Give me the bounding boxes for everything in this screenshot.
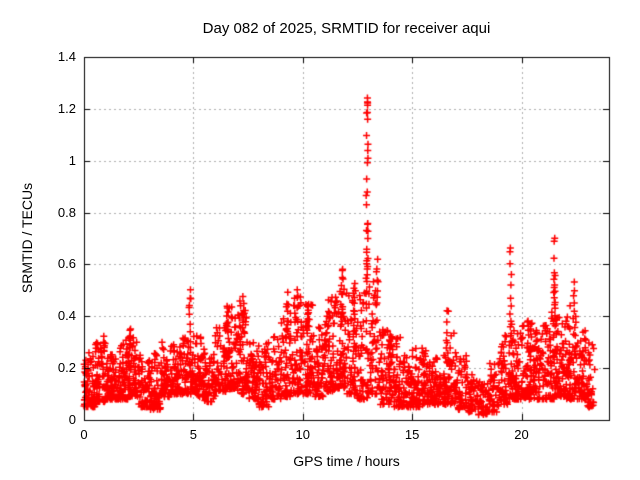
x-tick-label: 10 bbox=[295, 427, 310, 442]
x-axis-label: GPS time / hours bbox=[293, 453, 400, 469]
y-tick-label: 0.6 bbox=[57, 256, 76, 272]
y-tick-label: 0.4 bbox=[57, 308, 76, 324]
x-tick-label: 15 bbox=[404, 427, 420, 442]
y-tick-label: 1.2 bbox=[57, 100, 76, 116]
x-tick-label: 20 bbox=[514, 427, 529, 442]
y-tick-label: 1 bbox=[68, 152, 76, 168]
x-tick-label: 5 bbox=[189, 427, 197, 442]
y-axis-label: SRMTID / TECUs bbox=[19, 182, 35, 294]
y-tick-label: 0 bbox=[68, 412, 76, 427]
y-tick-label: 0.2 bbox=[57, 360, 76, 376]
y-tick-label: 0.8 bbox=[57, 204, 76, 220]
x-tick-label: 0 bbox=[80, 427, 88, 442]
y-tick-label: 1.4 bbox=[57, 49, 76, 64]
chart-title: Day 082 of 2025, SRMTID for receiver aqu… bbox=[202, 20, 491, 37]
